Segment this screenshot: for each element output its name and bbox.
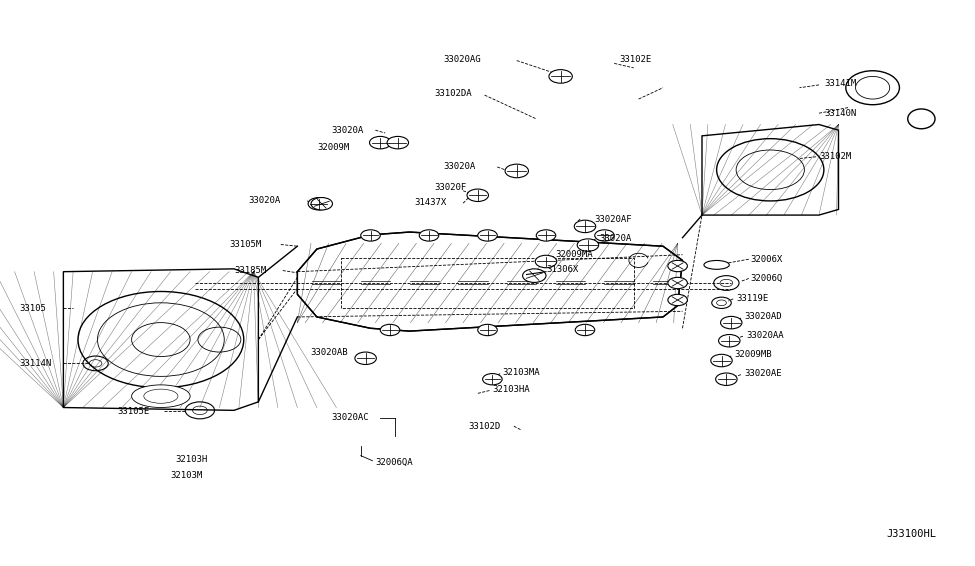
Circle shape: [361, 230, 380, 241]
Circle shape: [387, 136, 409, 149]
Text: 33020A: 33020A: [332, 126, 364, 135]
Text: 33105: 33105: [20, 304, 47, 313]
Text: 33102E: 33102E: [619, 55, 651, 64]
Circle shape: [355, 352, 376, 365]
Circle shape: [535, 255, 557, 268]
Circle shape: [419, 230, 439, 241]
Text: 32103M: 32103M: [171, 471, 203, 480]
Text: 32009M: 32009M: [317, 143, 349, 152]
Text: 32006X: 32006X: [751, 255, 783, 264]
Circle shape: [721, 316, 742, 329]
Text: 33114N: 33114N: [20, 359, 52, 368]
Text: 33020A: 33020A: [600, 234, 632, 243]
Text: 32103MA: 32103MA: [502, 368, 540, 377]
Circle shape: [311, 198, 332, 210]
Circle shape: [505, 164, 528, 178]
Circle shape: [716, 373, 737, 385]
Ellipse shape: [704, 260, 729, 269]
Text: 32103HA: 32103HA: [492, 385, 530, 394]
Text: 33020A: 33020A: [444, 162, 476, 171]
Circle shape: [380, 324, 400, 336]
Circle shape: [668, 260, 687, 272]
Circle shape: [595, 230, 614, 241]
Text: 32009MB: 32009MB: [734, 350, 772, 359]
Text: J33100HL: J33100HL: [886, 529, 936, 539]
Circle shape: [483, 374, 502, 385]
Text: 32103H: 32103H: [176, 455, 208, 464]
Text: 33141M: 33141M: [824, 79, 856, 88]
Polygon shape: [63, 269, 258, 410]
Polygon shape: [297, 232, 682, 331]
Text: 33185M: 33185M: [234, 266, 266, 275]
Ellipse shape: [132, 385, 190, 408]
Circle shape: [370, 136, 391, 149]
Text: 33102M: 33102M: [819, 152, 851, 161]
Text: 31306X: 31306X: [546, 265, 578, 274]
Circle shape: [711, 354, 732, 367]
Text: 33020F: 33020F: [434, 183, 466, 192]
Circle shape: [478, 230, 497, 241]
Text: 33105E: 33105E: [117, 407, 149, 416]
Circle shape: [668, 294, 687, 306]
Circle shape: [467, 189, 488, 201]
Circle shape: [549, 70, 572, 83]
Text: 32009MA: 32009MA: [556, 250, 594, 259]
Text: 31437X: 31437X: [414, 198, 447, 207]
Circle shape: [308, 198, 330, 210]
Ellipse shape: [908, 109, 935, 129]
Circle shape: [478, 324, 497, 336]
Text: 33020AC: 33020AC: [332, 413, 370, 422]
Text: 33140N: 33140N: [824, 109, 856, 118]
Text: 33020AD: 33020AD: [744, 312, 782, 321]
Text: 33020AF: 33020AF: [595, 215, 633, 224]
Text: 32006Q: 32006Q: [751, 274, 783, 283]
Circle shape: [536, 230, 556, 241]
Text: 33020AB: 33020AB: [310, 348, 348, 357]
Circle shape: [574, 220, 596, 233]
Polygon shape: [702, 125, 838, 215]
Text: 33020AE: 33020AE: [744, 369, 782, 378]
Ellipse shape: [846, 71, 899, 105]
Circle shape: [577, 239, 599, 251]
Circle shape: [719, 335, 740, 347]
Text: 33119E: 33119E: [736, 294, 768, 303]
Text: 33020A: 33020A: [249, 196, 281, 205]
Circle shape: [668, 277, 687, 289]
Text: 33102DA: 33102DA: [434, 89, 472, 98]
Text: 33020AA: 33020AA: [746, 331, 784, 340]
Text: 32006QA: 32006QA: [375, 458, 413, 467]
Text: 33020AG: 33020AG: [444, 55, 482, 64]
Text: 33105M: 33105M: [229, 240, 261, 249]
Circle shape: [575, 324, 595, 336]
Circle shape: [523, 269, 546, 282]
Text: 33102D: 33102D: [468, 422, 500, 431]
